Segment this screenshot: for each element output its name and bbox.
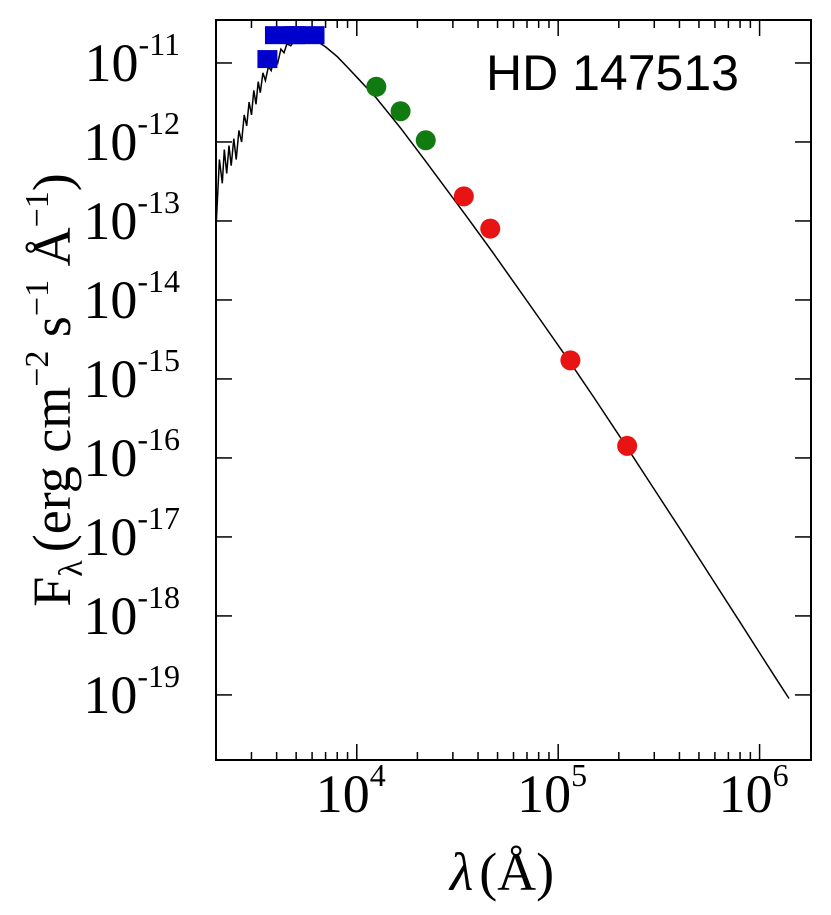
photometry-point-blue: [257, 50, 278, 69]
photometry-point-red: [560, 350, 581, 371]
y-axis-exp1: −2: [19, 351, 56, 387]
y-tick-label: 10-11: [85, 26, 180, 93]
photometry-point-red: [617, 435, 638, 456]
y-tick-label: 10-15: [83, 342, 180, 409]
axis-ticks: [215, 20, 811, 760]
x-tick-label: 105: [517, 757, 587, 824]
y-tick-label: 10-17: [83, 500, 180, 567]
y-tick-label: 10-14: [83, 263, 180, 330]
y-tick-labels: 10-11 10-12 10-13 10-14 10-15 10-16 10-17 10-18…: [83, 26, 180, 725]
x-tick-label: 106: [719, 757, 789, 824]
y-axis-close: ): [22, 173, 82, 191]
plot-frame: [215, 19, 812, 761]
y-axis-exp3: −1: [19, 191, 56, 227]
y-tick-label: 10-19: [83, 658, 180, 725]
photometry-point-green: [415, 130, 436, 151]
svg-text:λ(Å): λ (Å): [448, 842, 554, 902]
photometry-point-green: [390, 101, 411, 122]
y-axis-title: Fλ(erg cm−2 s−1 Å−1): [19, 173, 90, 607]
y-axis-sub: λ: [53, 560, 90, 577]
y-tick-label: 10-16: [83, 421, 180, 488]
y-tick-label: 10-18: [83, 579, 180, 646]
y-axis-main: F: [22, 577, 82, 607]
y-axis-s: s: [22, 316, 82, 351]
y-axis-angstrom: Å: [22, 227, 82, 280]
x-tick-labels: 104 105 106: [316, 757, 789, 824]
star-name-annotation: HD 147513: [486, 45, 739, 101]
photometry-point-red: [480, 218, 501, 239]
y-tick-label: 10-13: [83, 184, 180, 251]
data-series: [216, 26, 790, 699]
svg-text:Fλ(erg cm−2 s−1 Å−1): Fλ(erg cm−2 s−1 Å−1): [19, 173, 90, 607]
photometry-point-blue: [284, 26, 325, 45]
y-tick-label: 10-12: [83, 105, 180, 172]
photometry-point-red: [453, 186, 474, 207]
x-axis-symbol: λ: [448, 842, 473, 902]
x-axis-unit: (Å): [479, 842, 554, 902]
y-axis-exp2: −1: [19, 280, 56, 316]
x-axis-title: λ (Å): [448, 842, 554, 902]
x-tick-label: 104: [316, 757, 386, 824]
photometry-point-green: [366, 76, 387, 97]
model-spectrum-line: [216, 38, 790, 699]
y-axis-units: (erg cm: [22, 387, 82, 552]
